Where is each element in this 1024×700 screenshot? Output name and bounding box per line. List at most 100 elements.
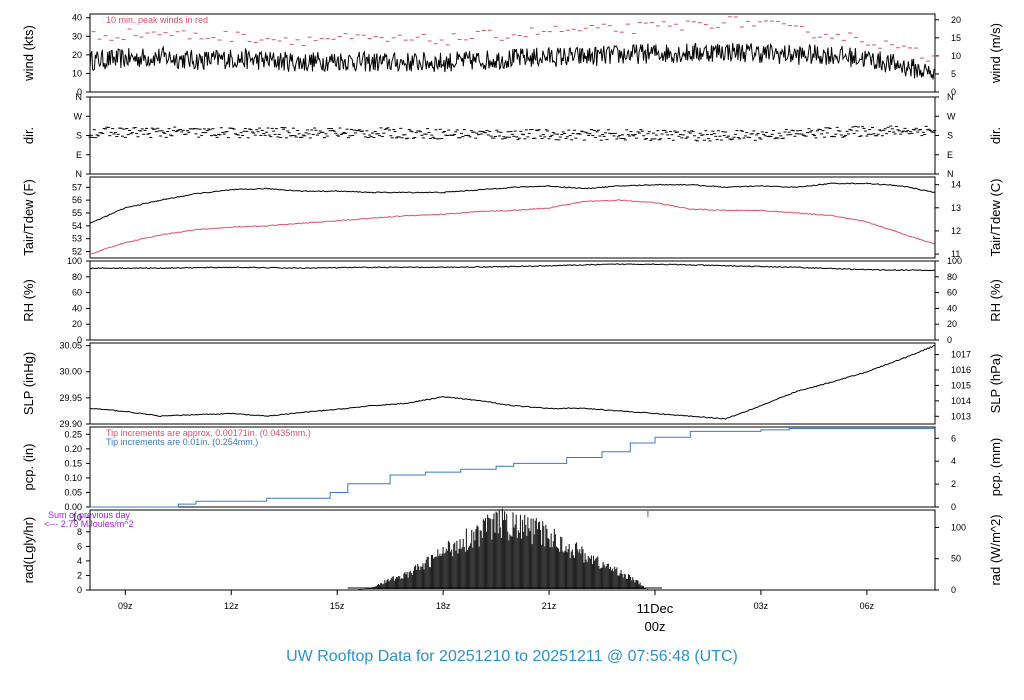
- temp-frame: [89, 176, 936, 259]
- pcp-ylabel-right: pcp. (mm): [988, 438, 1003, 497]
- x-tick-label: 12z: [224, 601, 239, 611]
- rh-ylabel-right: RH (%): [988, 279, 1003, 322]
- pcp-annotation-1: Tip increments are 0.01in. (0.254mm.): [106, 437, 258, 447]
- temp-ytick-right-label: 12: [951, 226, 961, 236]
- rh-ylabel: RH (%): [21, 279, 36, 322]
- rh-ytick-right-label: 80: [947, 272, 957, 282]
- slp-series-0: [89, 344, 935, 420]
- dir-ylabel-right: dir.: [988, 127, 1003, 144]
- temp-ylabel-right: Tair/Tdew (C): [988, 178, 1003, 256]
- rad-ylabel-right: rad (W/m^2): [988, 514, 1003, 585]
- dir-ytick-label: N: [76, 92, 83, 102]
- wind-ylabel-right: wind (m/s): [988, 23, 1003, 84]
- wind-ytick-label: 20: [72, 50, 82, 60]
- slp-ytick-label: 29.95: [59, 393, 82, 403]
- temp-ytick-label: 55: [72, 208, 82, 218]
- rad-ytick-label: 6: [77, 541, 82, 551]
- rh-ytick-label: 0: [77, 335, 82, 345]
- x-day-label: 00z: [644, 619, 665, 634]
- temp-series-1: [89, 199, 935, 255]
- temp-ytick-label: 52: [72, 247, 82, 257]
- x-tick-label: 21z: [542, 601, 557, 611]
- wind-ytick-label: 0: [77, 87, 82, 97]
- pcp-ytick-right-label: 0: [951, 502, 956, 512]
- pcp-ytick-label: 0.15: [64, 458, 82, 468]
- wind-ytick-right-label: 10: [951, 51, 961, 61]
- rad-ylabel: rad(Lgly/hr): [21, 517, 36, 583]
- slp-ytick-label: 29.90: [59, 419, 82, 429]
- slp-ytick-right-label: 1013: [951, 411, 971, 421]
- wind-panel: [86, 13, 939, 93]
- wind-frame: [89, 13, 936, 93]
- rad-ytick-right-label: 50: [951, 554, 961, 564]
- pcp-ytick-right-label: 2: [951, 479, 956, 489]
- dir-ytick-right-label: S: [947, 131, 953, 141]
- temp-series-0: [89, 182, 935, 224]
- wind-ytick-right-label: 5: [951, 69, 956, 79]
- rad-ytick-label: 0: [77, 585, 82, 595]
- rh-ytick-right-label: 40: [947, 303, 957, 313]
- temp-ytick-right-label: 13: [951, 203, 961, 213]
- rh-ytick-right-label: 20: [947, 319, 957, 329]
- pcp-ytick-label: 0.00: [64, 502, 82, 512]
- slp-panel: [86, 342, 939, 425]
- wind-ytick-right-label: 20: [951, 15, 961, 25]
- rh-ytick-right-label: 0: [947, 335, 952, 345]
- temp-panel: [86, 176, 939, 259]
- temp-ytick-right-label: 11: [951, 249, 960, 259]
- slp-ytick-right-label: 1014: [951, 396, 971, 406]
- rh-ytick-label: 100: [67, 256, 82, 266]
- rh-ytick-label: 20: [72, 319, 82, 329]
- rh-ytick-label: 40: [72, 303, 82, 313]
- footer-title: UW Rooftop Data for 20251210 to 20251211…: [286, 648, 738, 665]
- x-tick-label: 18z: [436, 601, 451, 611]
- pcp-ytick-label: 0.10: [64, 473, 82, 483]
- dir-panel: [86, 96, 939, 175]
- temp-ytick-right-label: 14: [951, 180, 961, 190]
- x-tick-label: 03z: [754, 601, 769, 611]
- rh-ytick-label: 80: [72, 272, 82, 282]
- rad-ytick-label: 2: [77, 570, 82, 580]
- rh-ytick-label: 60: [72, 288, 82, 298]
- dir-ylabel: dir.: [21, 127, 36, 144]
- dir-ytick-right-label: E: [947, 150, 953, 160]
- rad-ytick-right-label: 0: [951, 585, 956, 595]
- dir-ytick-label: E: [76, 150, 82, 160]
- pcp-ytick-label: 0.25: [64, 429, 82, 439]
- rh-ytick-right-label: 100: [947, 256, 962, 266]
- temp-ytick-label: 56: [72, 195, 82, 205]
- pcp-ylabel: pcp. (in): [21, 444, 36, 491]
- rad-ytick-label: 10: [72, 512, 82, 522]
- pcp-panel: [86, 426, 939, 508]
- pcp-frame: [89, 426, 936, 508]
- dir-ytick-right-label: N: [947, 169, 954, 179]
- rad-annotation-0: Sum of previous day: [48, 510, 131, 520]
- rad-panel: [86, 508, 939, 591]
- temp-ytick-label: 53: [72, 234, 82, 244]
- rh-series-0: [89, 263, 935, 272]
- dir-ytick-right-label: N: [947, 92, 954, 102]
- rad-ytick-label: 8: [77, 527, 82, 537]
- rad-frame: [89, 509, 936, 591]
- slp-ylabel: SLP (inHg): [21, 352, 36, 415]
- pcp-ytick-label: 0.05: [64, 487, 82, 497]
- pcp-series-0: [90, 428, 935, 508]
- slp-ylabel-right: SLP (hPa): [988, 354, 1003, 414]
- dir-ytick-label: W: [74, 111, 83, 121]
- pcp-annotation-0: Tip increments are approx. 0.00171in. (0…: [106, 428, 311, 438]
- temp-ytick-label: 54: [72, 221, 82, 231]
- slp-frame: [89, 342, 936, 425]
- rh-ytick-right-label: 60: [947, 288, 957, 298]
- pcp-ytick-label: 0.20: [64, 444, 82, 454]
- wind-ytick-right-label: 0: [951, 87, 956, 97]
- rh-panel: [86, 260, 939, 341]
- wind-ylabel: wind (kts): [21, 25, 36, 82]
- dir-ytick-label: N: [76, 169, 83, 179]
- dir-ytick-label: S: [76, 131, 82, 141]
- rad-ytick-label: 4: [77, 556, 82, 566]
- temp-ytick-label: 57: [72, 182, 82, 192]
- rad-ytick-right-label: 100: [951, 522, 966, 532]
- wind-ytick-label: 40: [72, 13, 82, 23]
- rh-frame: [89, 260, 936, 341]
